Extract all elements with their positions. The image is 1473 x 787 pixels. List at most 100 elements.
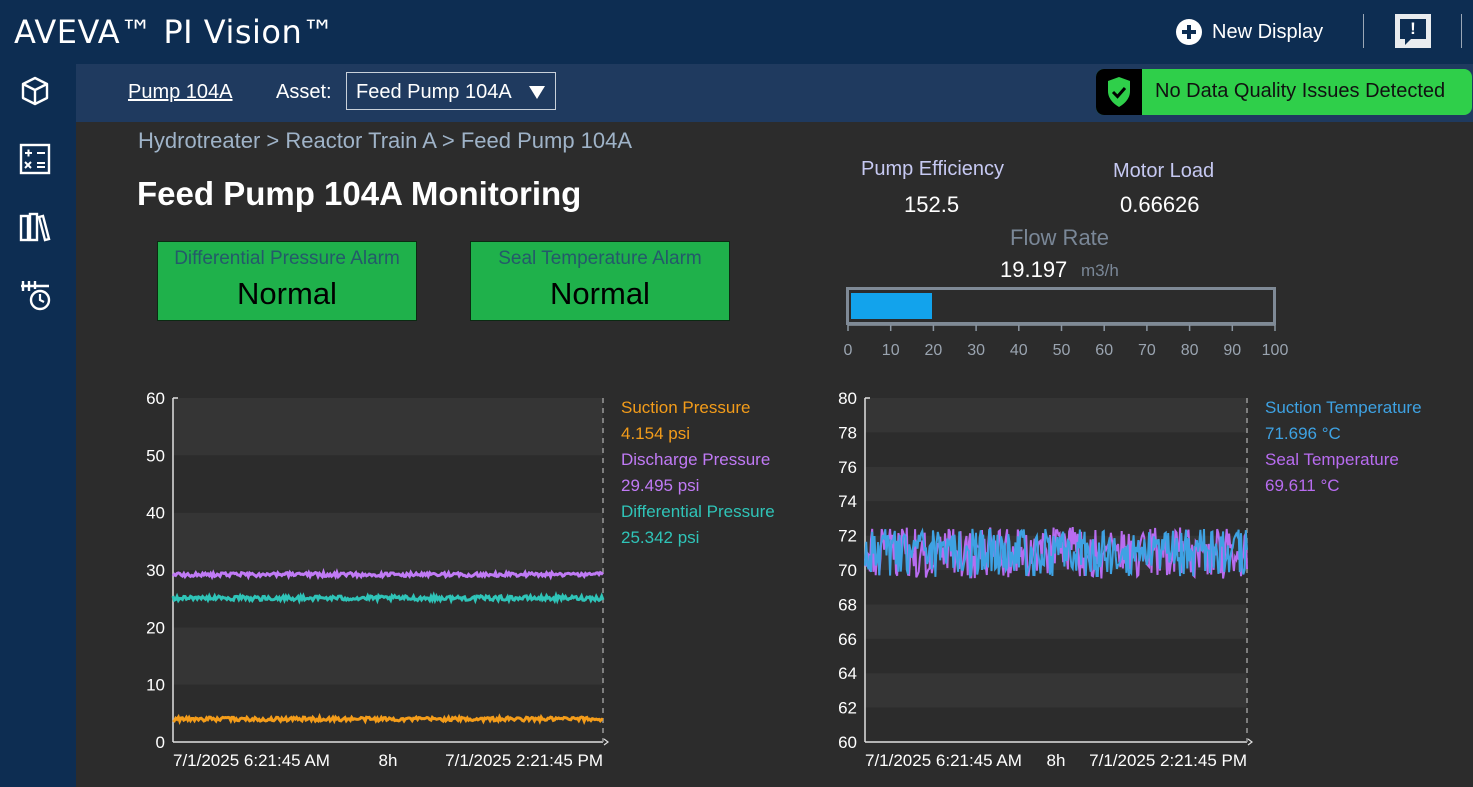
plot-band	[865, 398, 1247, 433]
series-line	[172, 712, 604, 726]
alarm-label: Differential Pressure Alarm	[174, 248, 400, 269]
y-tick-label: 70	[838, 561, 857, 580]
data-quality-text: No Data Quality Issues Detected	[1155, 80, 1446, 102]
plot-band	[865, 432, 1247, 467]
time-end-label: 7/1/2025 2:21:45 PM	[445, 751, 603, 770]
event-frame-icon[interactable]	[18, 278, 52, 312]
gauge-tick-label: 0	[844, 342, 853, 359]
plot-band	[865, 604, 1247, 639]
cube-icon[interactable]	[18, 74, 52, 108]
legend-differential-pressure-value: 25.342 psi	[621, 528, 700, 547]
pump-efficiency-label: Pump Efficiency	[861, 158, 1005, 180]
tab-pump-104a[interactable]: Pump 104A	[128, 81, 233, 103]
legend-suction-pressure-name[interactable]: Suction Pressure	[621, 398, 751, 417]
motor-load-value[interactable]: 0.66626	[1120, 192, 1200, 217]
y-tick-label: 10	[146, 676, 165, 695]
x-axis-arrow	[1247, 738, 1253, 746]
gauge-tick-label: 40	[1010, 342, 1028, 359]
legend-suction-temperature-value: 71.696 °C	[1265, 424, 1341, 443]
y-tick-label: 74	[838, 492, 857, 511]
breadcrumb: Hydrotreater > Reactor Train A > Feed Pu…	[138, 128, 633, 153]
data-quality-status[interactable]: No Data Quality Issues Detected	[1096, 69, 1472, 115]
gauge-tick-label: 30	[967, 342, 985, 359]
gauge-tick-label: 100	[1262, 342, 1289, 359]
y-tick-label: 50	[146, 446, 165, 465]
duration-label: 8h	[1047, 751, 1066, 770]
legend-seal-temperature-value: 69.611 °C	[1265, 476, 1340, 495]
plot-band	[865, 638, 1247, 674]
temperature-legend: Suction Temperature 71.696 °C Seal Tempe…	[1265, 395, 1422, 499]
plot-band	[173, 684, 603, 742]
series-line	[864, 527, 1248, 579]
gauge-scale: 0 10 20 30 40 50 60 70 80 90 100	[844, 325, 1289, 359]
legend-differential-pressure-name[interactable]: Differential Pressure	[621, 502, 775, 521]
alarm-differential-pressure[interactable]: Differential Pressure Alarm Normal	[157, 241, 417, 321]
plot-band	[173, 627, 603, 685]
plot-band	[865, 673, 1247, 708]
alarm-seal-temperature[interactable]: Seal Temperature Alarm Normal	[470, 241, 730, 321]
flow-rate-label: Flow Rate	[1010, 225, 1110, 250]
sidebar	[0, 64, 76, 787]
asset-select[interactable]: Feed Pump 104A	[346, 72, 556, 110]
y-tick-label: 76	[838, 458, 857, 477]
x-axis-arrow	[603, 738, 609, 746]
y-tick-label: 72	[838, 527, 857, 546]
time-start-label: 7/1/2025 6:21:45 AM	[865, 751, 1022, 770]
pump-efficiency-value[interactable]: 152.5	[904, 192, 960, 217]
gauge-tick-label: 10	[882, 342, 900, 359]
gauge-tick-label: 20	[925, 342, 943, 359]
y-tick-label: 0	[156, 733, 165, 752]
legend-seal-temperature-name[interactable]: Seal Temperature	[1265, 450, 1399, 469]
series-line	[171, 567, 604, 581]
triangle-down-icon	[529, 86, 545, 99]
time-start-label: 7/1/2025 6:21:45 AM	[173, 751, 330, 770]
flow-rate-gauge[interactable]	[846, 287, 1276, 325]
gauge-tick-label: 60	[1095, 342, 1113, 359]
duration-label: 8h	[379, 751, 398, 770]
plot-band	[865, 707, 1247, 742]
app-brand: AVEVA™ PI Vision™	[14, 13, 335, 51]
feedback-icon[interactable]: !	[1395, 14, 1431, 48]
pressure-trend[interactable]: 0 10 20 30 40 50 60 7/1/2025 6:21:45 AM 8h 7/1/20…	[130, 390, 620, 775]
alarm-value: Normal	[237, 276, 337, 311]
gauge-tick-label: 80	[1181, 342, 1199, 359]
y-tick-label: 30	[146, 561, 165, 580]
plot-band	[173, 455, 603, 513]
gauge-tick-label: 70	[1138, 342, 1156, 359]
y-tick-label: 68	[838, 595, 857, 614]
divider	[1363, 14, 1364, 48]
alarm-value: Normal	[550, 276, 650, 311]
top-bar: AVEVA™ PI Vision™ New Display !	[0, 0, 1473, 64]
flow-rate-unit: m3/h	[1081, 261, 1119, 280]
y-tick-label: 78	[838, 423, 857, 442]
asset-label: Asset:	[276, 81, 332, 103]
plus-circle-icon	[1176, 19, 1202, 45]
plot-band	[173, 512, 603, 570]
plot-band	[865, 570, 1247, 605]
page-title: Feed Pump 104A Monitoring	[137, 175, 582, 212]
new-display-label: New Display	[1212, 20, 1324, 43]
alarm-label: Seal Temperature Alarm	[498, 248, 702, 269]
y-tick-label: 20	[146, 618, 165, 637]
y-tick-label: 66	[838, 630, 857, 649]
shield-check-icon	[1096, 69, 1142, 115]
y-tick-label: 64	[838, 664, 857, 683]
gauge-tick-label: 90	[1223, 342, 1241, 359]
y-tick-label: 62	[838, 699, 857, 718]
temperature-trend[interactable]: 60 62 64 66 68 70 72 74 76 78 80 7/1/2025 6:21:45 A…	[822, 390, 1262, 775]
new-display-button[interactable]: New Display	[1176, 18, 1323, 46]
gauge-tick-label: 50	[1053, 342, 1071, 359]
library-icon[interactable]	[18, 210, 52, 244]
calculator-icon[interactable]	[18, 142, 52, 176]
pressure-legend: Suction Pressure 4.154 psi Discharge Pre…	[621, 395, 775, 551]
legend-discharge-pressure-value: 29.495 psi	[621, 476, 700, 495]
motor-load-label: Motor Load	[1113, 160, 1215, 182]
plot-band	[865, 466, 1247, 502]
series-line	[864, 527, 1248, 579]
y-tick-label: 80	[838, 390, 857, 408]
time-end-label: 7/1/2025 2:21:45 PM	[1089, 751, 1247, 770]
divider	[1461, 14, 1462, 48]
legend-suction-temperature-name[interactable]: Suction Temperature	[1265, 398, 1422, 417]
flow-rate-value[interactable]: 19.197	[1000, 257, 1068, 282]
legend-discharge-pressure-name[interactable]: Discharge Pressure	[621, 450, 771, 469]
